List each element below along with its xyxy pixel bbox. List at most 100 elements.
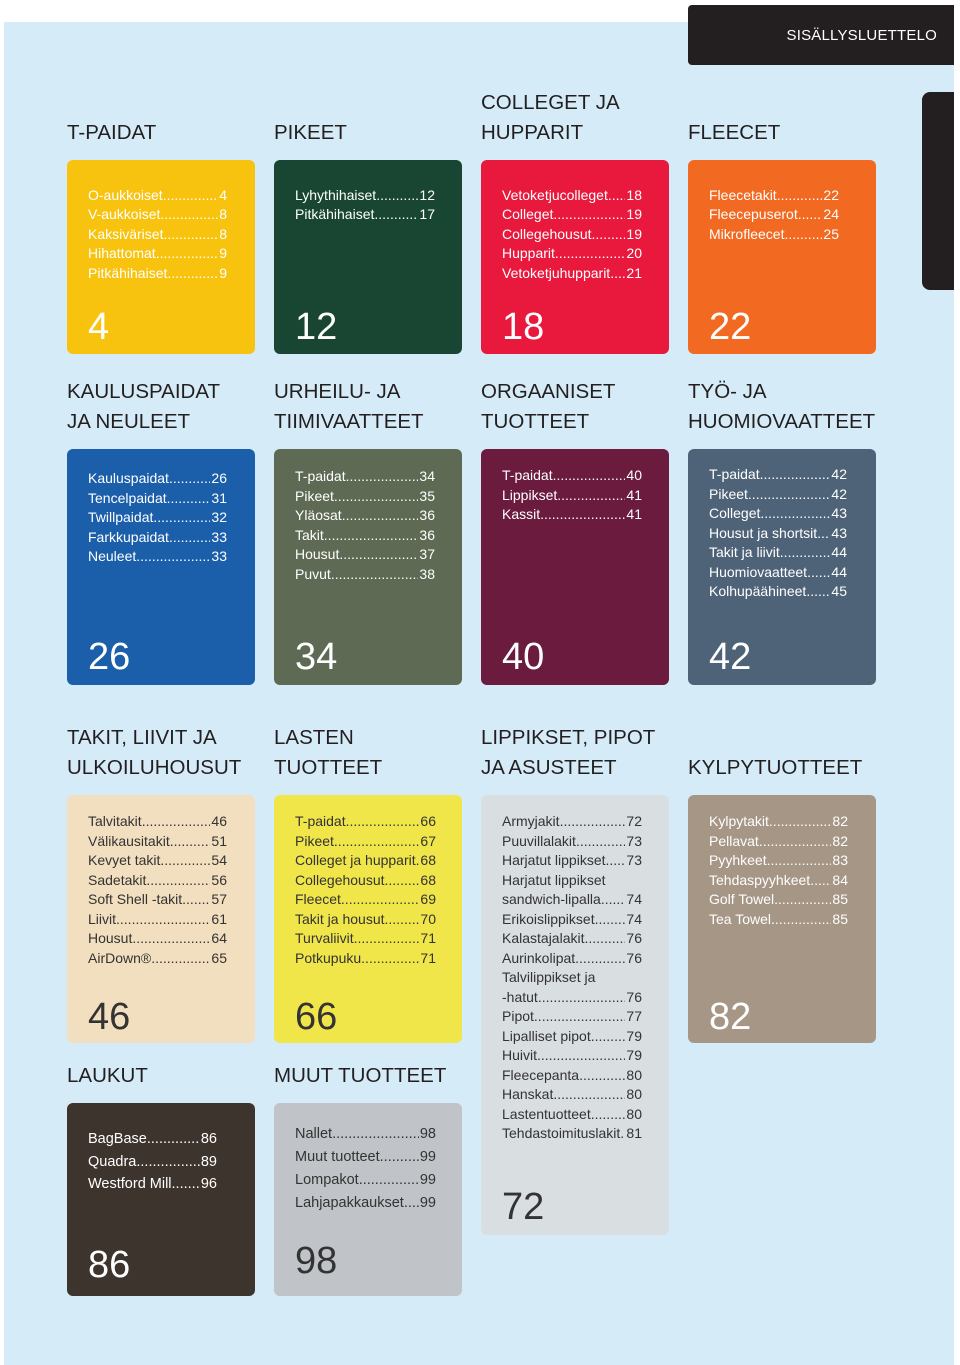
section-heading-line: LAUKUT — [67, 1064, 148, 1087]
dot-leader — [534, 1007, 626, 1027]
toc-entry-page-number: 81 — [626, 1125, 642, 1141]
dot-leader — [538, 988, 626, 1008]
toc-entry: Fleecepuserot 24 — [709, 205, 839, 224]
toc-entry: Pitkähihaiset 9 — [88, 264, 227, 283]
toc-entry-label: Lompakot — [295, 1172, 359, 1188]
toc-entry: Pikeet 35 — [295, 487, 435, 507]
toc-entry-label: Hihattomat — [88, 245, 156, 262]
section-card-laukut: BagBase 86 Quadra 89 Westford Mill 96 86 — [67, 1103, 255, 1296]
dot-leader — [784, 225, 822, 244]
toc-entry: Colleget ja hupparit68 — [295, 851, 436, 871]
toc-entry-page-number: 36 — [419, 507, 435, 523]
section-heading-line: MUUT TUOTTEET — [274, 1064, 447, 1087]
dot-leader — [585, 929, 626, 949]
dot-leader — [591, 1027, 626, 1047]
section-heading-line: LASTEN — [274, 726, 354, 749]
toc-entry-label: O-aukkoiset — [88, 187, 163, 203]
toc-entry: Liivit 61 — [88, 910, 227, 930]
toc-entry-label: Housut ja shortsit — [709, 524, 818, 541]
toc-entry-label: Soft Shell -takit — [88, 891, 183, 907]
dot-leader — [376, 186, 418, 205]
toc-entry-page-number: 73 — [626, 832, 642, 849]
toc-entry: Takit 36 — [295, 526, 435, 546]
toc-entry-page-number: 44 — [831, 544, 847, 560]
toc-entry-label: Talvilippikset ja — [502, 969, 596, 985]
toc-entry-label: Erikoislippikset — [502, 910, 595, 927]
dot-leader — [136, 1151, 199, 1174]
toc-entry-label: Harjatut lippikset — [502, 852, 606, 868]
section-heading-muut-tuotteet: MUUT TUOTTEET — [274, 1061, 489, 1091]
dot-leader — [579, 1066, 625, 1086]
dot-leader — [167, 264, 218, 283]
toc-entry-page-number: 57 — [211, 891, 227, 907]
dot-leader — [341, 890, 420, 910]
toc-entry: Lahjapakkaukset 99 — [295, 1192, 436, 1215]
section-heading-line: TIIMIVAATTEET — [274, 410, 424, 433]
section-heading-line: KYLPYTUOTTEET — [688, 756, 863, 779]
dot-leader — [798, 205, 823, 224]
section-heading-line: COLLEGET JA — [481, 91, 620, 114]
toc-entry: AirDown® 65 — [88, 949, 227, 969]
toc-entry-label: Hanskat — [502, 1086, 554, 1102]
toc-entry-label: sandwich-lipalla — [502, 891, 601, 907]
dot-leader — [575, 949, 625, 969]
toc-entry: Hanskat 80 — [502, 1085, 642, 1105]
toc-entry-page-number: 21 — [626, 264, 642, 281]
toc-entry-page-number: 22 — [823, 187, 839, 203]
dot-leader — [759, 832, 832, 852]
toc-entry: Quadra 89 — [88, 1151, 217, 1174]
toc-entry-label: Tea Towel — [709, 910, 772, 927]
dot-leader — [156, 244, 219, 263]
toc-entry: Kassit 41 — [502, 505, 642, 525]
toc-entry-label: Kevyet takit — [88, 852, 161, 868]
toc-entry: Yläosat 36 — [295, 506, 435, 526]
toc-entry-label: AirDown® — [88, 949, 152, 966]
toc-entry: Fleecetakit 22 — [709, 186, 839, 205]
toc-entry-page-number: 67 — [420, 832, 436, 849]
toc-entry-page-number: 51 — [211, 832, 227, 849]
toc-entry: Collegehousut 68 — [295, 871, 436, 891]
toc-entry-page-number: 19 — [626, 206, 642, 223]
dot-leader — [380, 1146, 419, 1169]
toc-entry-page-number: 26 — [211, 470, 227, 486]
toc-entry: Huivit 79 — [502, 1046, 642, 1066]
toc-entry-label: V-aukkoiset — [88, 206, 161, 223]
toc-entry-list: Nallet98Muut tuotteet99Lompakot99Lahjapa… — [295, 1123, 436, 1215]
toc-entry: Tea Towel 85 — [709, 910, 848, 930]
toc-entry: Pellavat 82 — [709, 832, 848, 852]
toc-entry: Colleget 19 — [502, 205, 642, 224]
section-heading-laukut: LAUKUT — [67, 1061, 282, 1091]
toc-entry-page-number: 74 — [626, 891, 642, 907]
section-card-lasten-tuotteet: T-paidat66Pikeet67Colleget ja hupparit68… — [274, 795, 462, 1043]
toc-entry-page-number: 80 — [626, 1105, 642, 1122]
dot-leader — [777, 186, 823, 205]
section-start-page: 42 — [709, 636, 752, 678]
toc-entry-label: Lahjapakkaukset — [295, 1195, 404, 1211]
dot-leader — [172, 1173, 200, 1196]
section-card-muut-tuotteet: Nallet98Muut tuotteet99Lompakot99Lahjapa… — [274, 1103, 462, 1296]
dot-leader — [385, 910, 420, 930]
dot-leader — [769, 812, 832, 832]
toc-entry: Kolhupäähineet 45 — [709, 582, 847, 602]
toc-entry-label: T-paidat — [295, 468, 346, 484]
toc-entry: Kevyet takit 54 — [88, 851, 227, 871]
toc-entry-page-number: 54 — [211, 852, 227, 868]
section-heading-fleecet: FLEECET — [688, 118, 903, 148]
toc-entry-list: BagBase 86 Quadra 89 Westford Mill 96 — [88, 1128, 217, 1196]
toc-entry-label: Kaksiväriset — [88, 225, 164, 242]
dot-leader — [374, 205, 418, 224]
dot-leader — [553, 466, 626, 486]
dot-leader — [153, 508, 210, 528]
toc-entry: Lompakot 99 — [295, 1169, 436, 1192]
toc-entry-page-number: 45 — [831, 583, 847, 599]
toc-entry: Harjatut lippikset — [502, 871, 642, 891]
toc-entry-label: Hupparit — [502, 245, 555, 262]
dot-leader — [610, 264, 625, 283]
toc-entry-list: Talvitakit 46 Välikausitakit 51 Kevyet takit… — [88, 812, 227, 968]
toc-entry: Collegehousut 19 — [502, 225, 642, 244]
dot-leader — [385, 871, 420, 891]
toc-entry-list: Vetoketjucolleget18Colleget19Collegehous… — [502, 186, 642, 283]
side-index-tab — [922, 92, 954, 290]
toc-entry-page-number: 34 — [419, 468, 435, 484]
toc-entry-label: Puuvillalakit — [502, 832, 576, 849]
